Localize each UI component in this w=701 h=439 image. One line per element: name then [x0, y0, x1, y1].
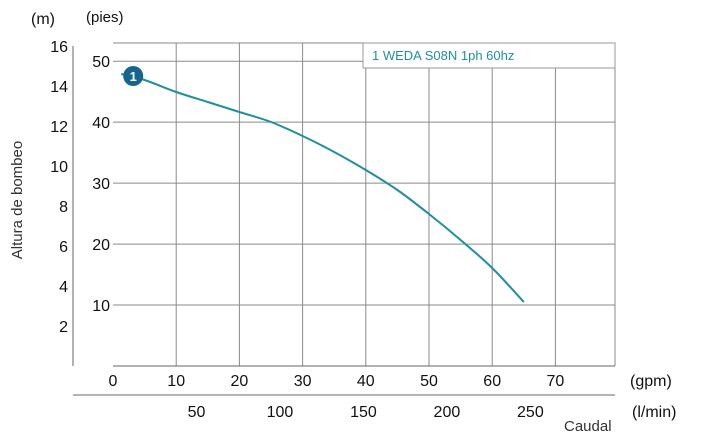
y-tick-ft-label: 30	[92, 176, 110, 193]
x-tick-gpm-label: 10	[167, 373, 185, 390]
x-tick-gpm-label: 0	[109, 373, 118, 390]
legend: 1 WEDA S08N 1ph 60hz	[362, 42, 616, 69]
y-axis-title: Altura de bombeo	[9, 141, 26, 259]
x-tick-lmin-label: 50	[188, 404, 206, 421]
plot-frame	[72, 42, 616, 396]
x-tick-lmin-label: 150	[350, 404, 377, 421]
x-tick-lmin-label: 100	[267, 404, 294, 421]
series-marker-label: 1	[130, 69, 137, 84]
y-tick-ft-label: 40	[92, 115, 110, 132]
y-tick-m-label: 14	[50, 79, 68, 96]
x-axis-gpm-ticks: 0 10 20 30 40 50 60 70	[109, 373, 565, 390]
y-tick-m-label: 16	[50, 39, 68, 56]
x-tick-lmin-label: 200	[434, 404, 461, 421]
x-tick-gpm-label: 70	[547, 373, 565, 390]
y-tick-m-label: 12	[50, 119, 68, 136]
y-unit-meters: (m)	[31, 11, 55, 28]
y-tick-m-label: 8	[59, 199, 68, 216]
legend-label: 1 WEDA S08N 1ph 60hz	[372, 48, 514, 63]
y-tick-ft-label: 50	[92, 54, 110, 71]
x-tick-gpm-label: 40	[357, 373, 375, 390]
legend-box	[362, 42, 616, 69]
y-unit-feet: (pies)	[86, 9, 124, 26]
y-axis-meters-ticks: 2 4 6 8 10 12 14 16	[50, 39, 68, 336]
x-tick-gpm-label: 20	[231, 373, 249, 390]
y-tick-m-label: 4	[59, 279, 68, 296]
x-unit-lmin: (l/min)	[632, 404, 676, 421]
y-tick-m-label: 10	[50, 159, 68, 176]
x-unit-gpm: (gpm)	[630, 373, 672, 390]
series-curve	[120, 73, 525, 303]
x-axis-title: Caudal	[564, 418, 612, 435]
y-tick-m-label: 2	[59, 319, 68, 336]
series-marker: 1	[123, 66, 144, 86]
x-tick-lmin-label: 250	[517, 404, 544, 421]
y-tick-ft-label: 20	[92, 237, 110, 254]
y-tick-m-label: 6	[59, 239, 68, 256]
y-axis-feet-ticks: 10 20 30 40 50	[92, 54, 110, 315]
x-tick-gpm-label: 50	[420, 373, 438, 390]
x-axis-lmin-ticks: 50 100 150 200 250	[188, 404, 544, 421]
grid	[113, 43, 616, 366]
series-marker-circle	[123, 66, 144, 86]
y-tick-ft-label: 10	[92, 298, 110, 315]
x-tick-gpm-label: 30	[294, 373, 312, 390]
x-tick-gpm-label: 60	[483, 373, 501, 390]
